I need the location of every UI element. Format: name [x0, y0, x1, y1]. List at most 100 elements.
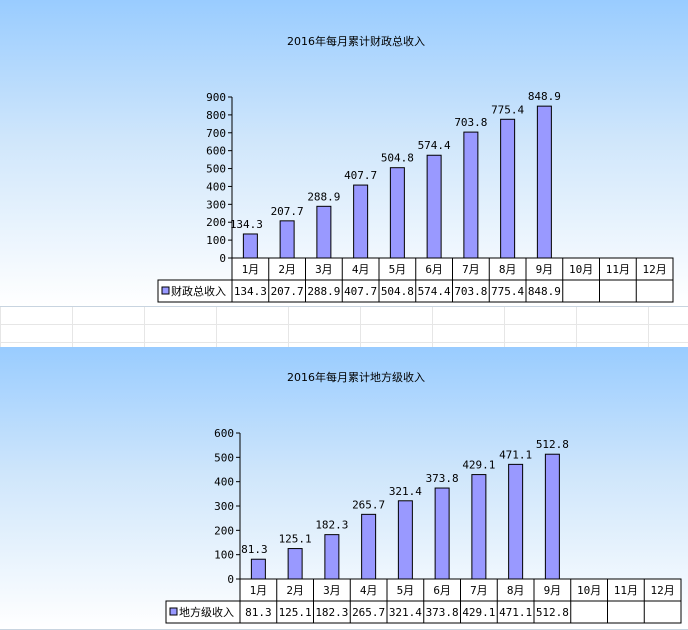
table-value: 512.8 [536, 606, 569, 619]
data-label: 81.3 [241, 543, 268, 556]
data-label: 321.4 [389, 485, 422, 498]
table-value: 373.8 [426, 606, 459, 619]
y-tick-label: 0 [227, 573, 234, 586]
bar [287, 548, 303, 580]
data-label: 471.1 [499, 448, 532, 461]
category-label: 6月 [433, 584, 451, 597]
bar [250, 558, 266, 580]
category-label: 2月 [278, 263, 296, 276]
legend-key [169, 607, 178, 616]
table-value: 207.7 [271, 285, 304, 298]
category-label: 5月 [389, 263, 407, 276]
bar [389, 167, 405, 259]
y-tick-label: 800 [206, 109, 226, 122]
category-label: 10月 [569, 263, 593, 276]
bar [426, 154, 442, 259]
y-tick-label: 0 [219, 252, 226, 265]
table-value: 703.8 [454, 285, 487, 298]
table-value: 429.1 [462, 606, 495, 619]
chart-title: 2016年每月累计地方级收入 [287, 370, 425, 384]
category-label: 6月 [425, 263, 443, 276]
series-name-label: 地方级收入 [179, 605, 234, 619]
category-label: 8月 [499, 263, 517, 276]
category-label: 9月 [536, 263, 554, 276]
table-value: 81.3 [245, 606, 272, 619]
category-label: 5月 [397, 584, 415, 597]
data-label: 504.8 [381, 152, 414, 165]
y-tick-label: 200 [214, 524, 234, 537]
table-value: 134.3 [234, 285, 267, 298]
y-tick-label: 200 [206, 216, 226, 229]
category-label: 8月 [507, 584, 525, 597]
category-label: 7月 [462, 263, 480, 276]
data-label: 265.7 [352, 498, 385, 511]
series-name-label: 财政总收入 [171, 284, 226, 298]
bar [279, 220, 295, 259]
chart-local-revenue[interactable]: 2016年每月累计地方级收入 0 100 200 300 400 500 600 地方级收入 1月… [0, 347, 688, 630]
bar [353, 184, 369, 259]
bar [544, 453, 560, 580]
category-label: 3月 [323, 584, 341, 597]
data-label: 512.8 [536, 438, 569, 451]
y-tick-label: 600 [214, 427, 234, 440]
chart-svg: 2016年每月累计地方级收入 0 100 200 300 400 500 600 地方级收入 1月… [165, 370, 682, 624]
y-tick-label: 900 [206, 91, 226, 104]
data-label: 373.8 [426, 472, 459, 485]
bar [324, 534, 340, 580]
category-label: 10月 [577, 584, 601, 597]
category-label: 12月 [643, 263, 667, 276]
chart-fiscal-revenue[interactable]: 2016年每月累计财政总收入 0 100 200 300 400 500 600 700 800 9… [0, 0, 688, 307]
data-label: 703.8 [454, 116, 487, 129]
table-value: 848.9 [528, 285, 561, 298]
table-value: 321.4 [389, 606, 422, 619]
bar [500, 118, 516, 259]
bar [471, 474, 487, 580]
category-label: 1月 [242, 263, 260, 276]
table-value: 265.7 [352, 606, 385, 619]
category-label: 11月 [614, 584, 638, 597]
bar [316, 205, 332, 259]
table-value: 775.4 [491, 285, 524, 298]
category-label: 4月 [360, 584, 378, 597]
y-tick-label: 500 [214, 451, 234, 464]
y-tick-label: 500 [206, 163, 226, 176]
data-label: 775.4 [491, 103, 524, 116]
bar [536, 105, 552, 259]
chart-svg: 2016年每月累计财政总收入 0 100 200 300 400 500 600 700 800 9… [157, 34, 674, 303]
bar [397, 500, 413, 580]
table-value: 125.1 [279, 606, 312, 619]
category-label: 12月 [651, 584, 675, 597]
bar [508, 463, 524, 580]
data-label: 848.9 [528, 90, 561, 103]
bar [434, 487, 450, 580]
data-label: 574.4 [418, 139, 451, 152]
data-label: 407.7 [344, 169, 377, 182]
table-value: 182.3 [315, 606, 348, 619]
category-label: 4月 [352, 263, 370, 276]
data-label: 429.1 [462, 459, 495, 472]
y-tick-label: 100 [214, 549, 234, 562]
y-tick-label: 400 [206, 180, 226, 193]
y-tick-label: 300 [214, 500, 234, 513]
y-tick-label: 700 [206, 127, 226, 140]
legend-key [161, 286, 170, 295]
category-label: 11月 [606, 263, 630, 276]
category-label: 3月 [315, 263, 333, 276]
data-label: 207.7 [271, 205, 304, 218]
y-tick-label: 600 [206, 145, 226, 158]
table-value: 504.8 [381, 285, 414, 298]
category-label: 2月 [286, 584, 304, 597]
table-value: 574.4 [418, 285, 451, 298]
data-label: 134.3 [230, 218, 263, 231]
category-label: 7月 [470, 584, 488, 597]
bar [361, 513, 377, 580]
table-value: 288.9 [307, 285, 340, 298]
table-value: 407.7 [344, 285, 377, 298]
table-value: 471.1 [499, 606, 532, 619]
y-tick-label: 100 [206, 234, 226, 247]
bar [242, 233, 258, 259]
category-label: 9月 [544, 584, 562, 597]
data-label: 125.1 [279, 533, 312, 546]
data-label: 182.3 [315, 519, 348, 532]
chart-title: 2016年每月累计财政总收入 [287, 34, 425, 48]
